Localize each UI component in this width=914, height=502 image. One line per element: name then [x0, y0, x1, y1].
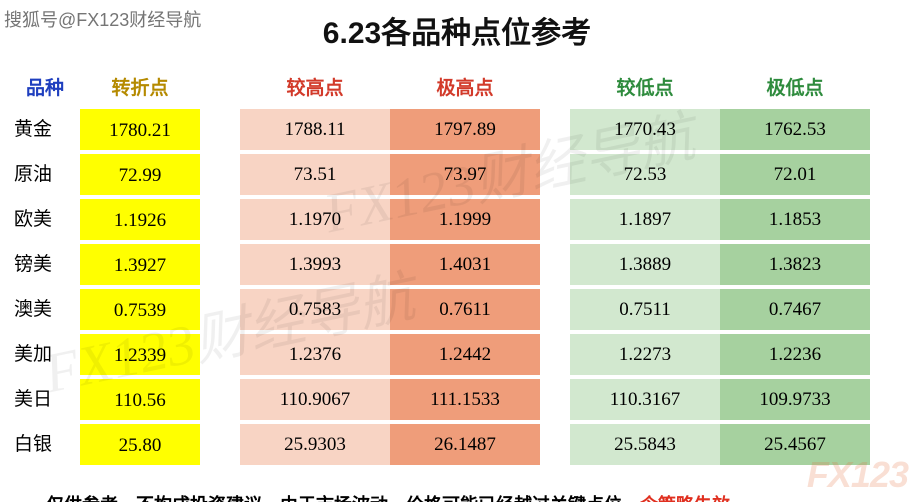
col-gap: [540, 244, 570, 285]
col-gap: [200, 244, 240, 285]
col-gap: [540, 199, 570, 240]
cell-vlow: 72.01: [720, 154, 870, 195]
col-gap: [200, 289, 240, 330]
col-header-low: 较低点: [570, 68, 720, 109]
cell-low: 110.3167: [570, 379, 720, 420]
cell-low: 1.2273: [570, 334, 720, 375]
cell-vhigh: 26.1487: [390, 424, 540, 465]
col-gap: [200, 379, 240, 420]
cell-high: 1.1970: [240, 199, 390, 240]
source-tag: 搜狐号@FX123财经导航: [4, 6, 201, 32]
cell-high: 110.9067: [240, 379, 390, 420]
cell-pivot: 1780.21: [80, 109, 200, 150]
cell-vhigh: 0.7611: [390, 289, 540, 330]
row-label: 黄金: [10, 109, 80, 150]
cell-low: 1770.43: [570, 109, 720, 150]
col-gap: [540, 334, 570, 375]
cell-high: 25.9303: [240, 424, 390, 465]
cell-vlow: 1.1853: [720, 199, 870, 240]
col-gap: [540, 154, 570, 195]
cell-high: 1788.11: [240, 109, 390, 150]
cell-vhigh: 111.1533: [390, 379, 540, 420]
cell-vlow: 1.2236: [720, 334, 870, 375]
row-label: 美加: [10, 334, 80, 375]
cell-low: 1.1897: [570, 199, 720, 240]
cell-vlow: 1762.53: [720, 109, 870, 150]
cell-high: 0.7583: [240, 289, 390, 330]
cell-low: 1.3889: [570, 244, 720, 285]
cell-low: 0.7511: [570, 289, 720, 330]
col-gap: [540, 68, 570, 109]
corner-watermark: FX123: [807, 454, 908, 496]
row-label: 美日: [10, 379, 80, 420]
price-table: 品种转折点较高点极高点较低点极低点黄金1780.21 1788.111797.89…: [10, 68, 914, 469]
cell-vhigh: 1.1999: [390, 199, 540, 240]
col-gap: [200, 334, 240, 375]
col-gap: [200, 424, 240, 465]
col-gap: [540, 379, 570, 420]
cell-vhigh: 1.2442: [390, 334, 540, 375]
cell-vlow: 0.7467: [720, 289, 870, 330]
footer-warning: 令策略失效。: [640, 495, 748, 502]
col-gap: [540, 424, 570, 465]
cell-vhigh: 1.4031: [390, 244, 540, 285]
cell-pivot: 0.7539: [80, 289, 200, 330]
cell-high: 1.3993: [240, 244, 390, 285]
col-header-instrument: 品种: [10, 68, 80, 109]
cell-vlow: 109.9733: [720, 379, 870, 420]
footer-text: 仅供参考，不构成投资建议。由于市场波动，价格可能已经越过关键点位，: [46, 495, 640, 502]
cell-pivot: 25.80: [80, 424, 200, 465]
col-gap: [200, 109, 240, 150]
cell-pivot: 1.2339: [80, 334, 200, 375]
col-gap: [200, 154, 240, 195]
row-label: 镑美: [10, 244, 80, 285]
row-label: 澳美: [10, 289, 80, 330]
col-gap: [200, 199, 240, 240]
cell-vhigh: 73.97: [390, 154, 540, 195]
cell-vhigh: 1797.89: [390, 109, 540, 150]
cell-low: 72.53: [570, 154, 720, 195]
cell-vlow: 1.3823: [720, 244, 870, 285]
row-label: 原油: [10, 154, 80, 195]
row-label: 欧美: [10, 199, 80, 240]
col-gap: [540, 109, 570, 150]
cell-pivot: 1.3927: [80, 244, 200, 285]
col-gap: [200, 68, 240, 109]
cell-high: 1.2376: [240, 334, 390, 375]
col-header-vlow: 极低点: [720, 68, 870, 109]
col-gap: [540, 289, 570, 330]
cell-low: 25.5843: [570, 424, 720, 465]
cell-pivot: 1.1926: [80, 199, 200, 240]
col-header-high: 较高点: [240, 68, 390, 109]
cell-high: 73.51: [240, 154, 390, 195]
col-header-pivot: 转折点: [80, 68, 200, 109]
col-header-vhigh: 极高点: [390, 68, 540, 109]
cell-pivot: 110.56: [80, 379, 200, 420]
footer-disclaimer: 仅供参考，不构成投资建议。由于市场波动，价格可能已经越过关键点位，令策略失效。: [0, 491, 914, 502]
row-label: 白银: [10, 424, 80, 465]
cell-pivot: 72.99: [80, 154, 200, 195]
